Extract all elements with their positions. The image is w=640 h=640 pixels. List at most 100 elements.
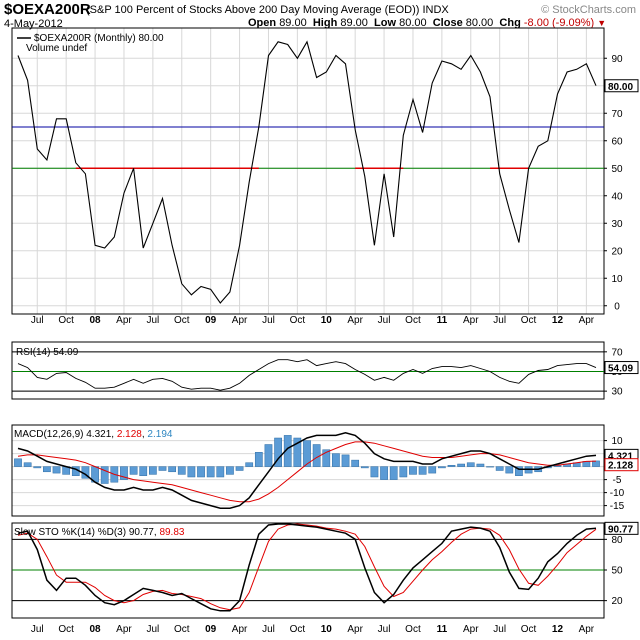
close-label: Close <box>432 17 463 29</box>
x-tick-label: Oct <box>58 624 74 635</box>
macd-histogram-bar <box>139 466 148 476</box>
low-label: Low <box>374 17 397 29</box>
macd-histogram-bar <box>457 463 465 467</box>
chart-date: 4-May-2012 <box>4 18 63 30</box>
macd-histogram-bar <box>100 466 109 484</box>
macd-histogram-bar <box>206 466 215 478</box>
x-tick-label: Oct <box>290 315 306 326</box>
macd-histogram-bar <box>52 466 61 474</box>
x-tick-label: 09 <box>205 315 217 326</box>
macd-histogram-bar <box>303 440 311 467</box>
x-tick-label: 10 <box>321 315 333 326</box>
y-tick-label: 50 <box>611 565 623 576</box>
macd-histogram-bar <box>332 453 340 467</box>
x-tick-label: Apr <box>116 624 132 635</box>
signal-last-value: 2.128 <box>608 461 633 472</box>
x-tick-label: Jul <box>146 624 159 635</box>
x-tick-label: Jul <box>262 624 275 635</box>
y-tick-label: 10 <box>611 274 623 285</box>
x-tick-label: Oct <box>405 315 421 326</box>
y-tick-label: 20 <box>611 246 623 257</box>
macd-histogram-bar <box>235 466 244 471</box>
sto-k-last-value: 90.77 <box>608 524 633 535</box>
x-tick-label: Jul <box>262 315 275 326</box>
x-tick-label: Jul <box>31 624 44 635</box>
y-tick-label: 30 <box>611 219 623 230</box>
macd-histogram-bar <box>495 466 504 471</box>
y-tick-label: -5 <box>613 475 622 486</box>
macd-histogram-bar <box>466 462 475 467</box>
macd-legend: MACD(12,26,9) 4.321, 2.128, 2.194 <box>14 429 173 440</box>
sto-k-last-value-box <box>604 521 639 535</box>
x-tick-label: Oct <box>174 315 190 326</box>
macd-histogram-bar <box>486 466 494 468</box>
x-tick-label: 12 <box>552 315 564 326</box>
macd-signal-line <box>17 441 597 503</box>
x-tick-label: Jul <box>493 315 506 326</box>
quote-summary: Open 89.00 High 89.00 Low 80.00 Close 80… <box>248 17 606 29</box>
rsi-last-value: 54.09 <box>608 364 633 375</box>
macd-histogram-bar <box>293 437 302 467</box>
x-tick-label: Apr <box>232 624 248 635</box>
x-tick-label: Apr <box>232 315 248 326</box>
macd-histogram-bar <box>226 466 234 475</box>
x-tick-label: 08 <box>90 624 102 635</box>
macd-histogram-bar <box>370 466 379 478</box>
y-tick-label: 50 <box>611 164 623 175</box>
chg-label: Chg <box>499 17 521 29</box>
x-tick-label: 09 <box>205 624 217 635</box>
open-value: 89.00 <box>279 17 307 29</box>
x-tick-label: Apr <box>579 315 595 326</box>
x-tick-label: Jul <box>146 315 159 326</box>
macd-histogram-bar <box>447 465 456 467</box>
macd-histogram-bar <box>438 466 446 469</box>
x-tick-label: Apr <box>579 624 595 635</box>
macd-histogram-bar <box>254 452 263 467</box>
macd-histogram-bar <box>120 466 128 480</box>
macd-histogram-bar <box>418 466 427 475</box>
x-tick-label: 11 <box>437 315 448 326</box>
macd-histogram-bar <box>360 466 369 469</box>
panel-frame <box>11 341 605 400</box>
x-tick-label: 08 <box>90 315 102 326</box>
legend-subtext: Volume undef <box>26 43 87 54</box>
macd-histogram-bar <box>505 466 514 474</box>
sto-legend: Slow STO %K(14) %D(3) 90.77, 89.83 <box>14 527 185 538</box>
macd-histogram-bar <box>33 466 42 469</box>
sto-k-line <box>17 523 597 612</box>
chart-description: (S&P 100 Percent of Stocks Above 200 Day… <box>86 4 449 16</box>
rsi-line <box>17 359 597 391</box>
chart-symbol: $OEXA200R <box>4 1 91 18</box>
macd-histogram-bar <box>14 458 22 467</box>
signal-last-value-box <box>604 458 639 472</box>
x-tick-label: Apr <box>463 624 479 635</box>
macd-histogram-bar <box>515 466 523 476</box>
x-tick-label: Jul <box>31 315 44 326</box>
x-tick-label: Jul <box>493 624 506 635</box>
y-tick-label: 40 <box>611 191 623 202</box>
macd-histogram-bar <box>312 444 321 467</box>
macd-histogram-bar <box>341 454 350 467</box>
x-tick-label: 10 <box>321 624 333 635</box>
macd-histogram-bar <box>389 466 398 480</box>
macd-histogram-bar <box>187 466 196 478</box>
last-value-label: 80.00 <box>608 82 633 93</box>
macd-histogram-bar <box>409 466 417 475</box>
y-tick-label: 20 <box>611 596 623 607</box>
x-tick-label: 11 <box>437 624 448 635</box>
macd-histogram-bar <box>351 459 360 467</box>
macd-histogram-bar <box>149 466 157 475</box>
x-tick-label: Oct <box>521 315 537 326</box>
macd-histogram-bar <box>23 462 32 467</box>
x-tick-label: Oct <box>405 624 421 635</box>
y-tick-label: 60 <box>611 136 623 147</box>
x-tick-label: Oct <box>290 624 306 635</box>
macd-histogram-bar <box>43 466 51 473</box>
panel-frame <box>11 424 605 517</box>
down-arrow-icon: ▼ <box>597 18 607 28</box>
x-tick-label: Oct <box>174 624 190 635</box>
chg-value: -8.00 (-9.09%) <box>523 17 595 29</box>
macd-last-value: 4.321 <box>608 451 633 462</box>
macd-histogram-bar <box>264 444 273 467</box>
y-tick-label: 30 <box>611 387 623 398</box>
